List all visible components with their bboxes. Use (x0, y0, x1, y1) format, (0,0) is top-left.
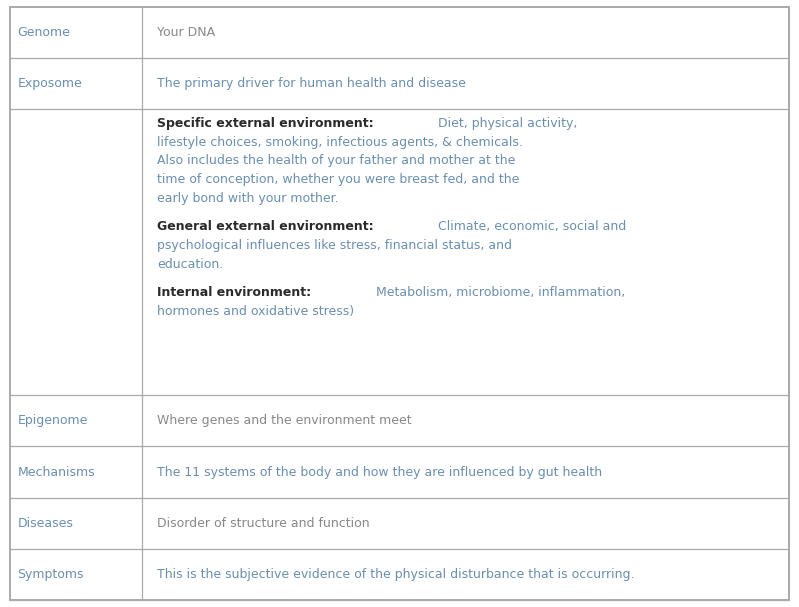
Text: Where genes and the environment meet: Where genes and the environment meet (157, 415, 412, 427)
Text: Mechanisms: Mechanisms (18, 466, 95, 478)
Text: The primary driver for human health and disease: The primary driver for human health and … (157, 78, 467, 90)
Text: Disorder of structure and function: Disorder of structure and function (157, 517, 370, 529)
Text: General external environment:: General external environment: (157, 220, 374, 234)
Text: The 11 systems of the body and how they are influenced by gut health: The 11 systems of the body and how they … (157, 466, 602, 478)
Text: time of conception, whether you were breast fed, and the: time of conception, whether you were bre… (157, 173, 520, 186)
Text: Also includes the health of your father and mother at the: Also includes the health of your father … (157, 154, 516, 168)
Text: Exposome: Exposome (18, 78, 82, 90)
Text: Climate, economic, social and: Climate, economic, social and (439, 220, 626, 234)
Text: lifestyle choices, smoking, infectious agents, & chemicals.: lifestyle choices, smoking, infectious a… (157, 135, 523, 149)
Text: Epigenome: Epigenome (18, 415, 88, 427)
Text: hormones and oxidative stress): hormones and oxidative stress) (157, 305, 355, 318)
Text: early bond with your mother.: early bond with your mother. (157, 192, 339, 205)
Text: Your DNA: Your DNA (157, 26, 216, 39)
Text: Diseases: Diseases (18, 517, 74, 529)
Text: Genome: Genome (18, 26, 70, 39)
Text: Internal environment:: Internal environment: (157, 287, 312, 299)
Text: This is the subjective evidence of the physical disturbance that is occurring.: This is the subjective evidence of the p… (157, 568, 635, 581)
Text: Specific external environment:: Specific external environment: (157, 117, 374, 130)
Text: Symptoms: Symptoms (18, 568, 84, 581)
Text: education.: education. (157, 258, 224, 271)
Text: Diet, physical activity,: Diet, physical activity, (439, 117, 578, 130)
Text: Metabolism, microbiome, inflammation,: Metabolism, microbiome, inflammation, (376, 287, 626, 299)
Text: psychological influences like stress, financial status, and: psychological influences like stress, fi… (157, 239, 512, 253)
